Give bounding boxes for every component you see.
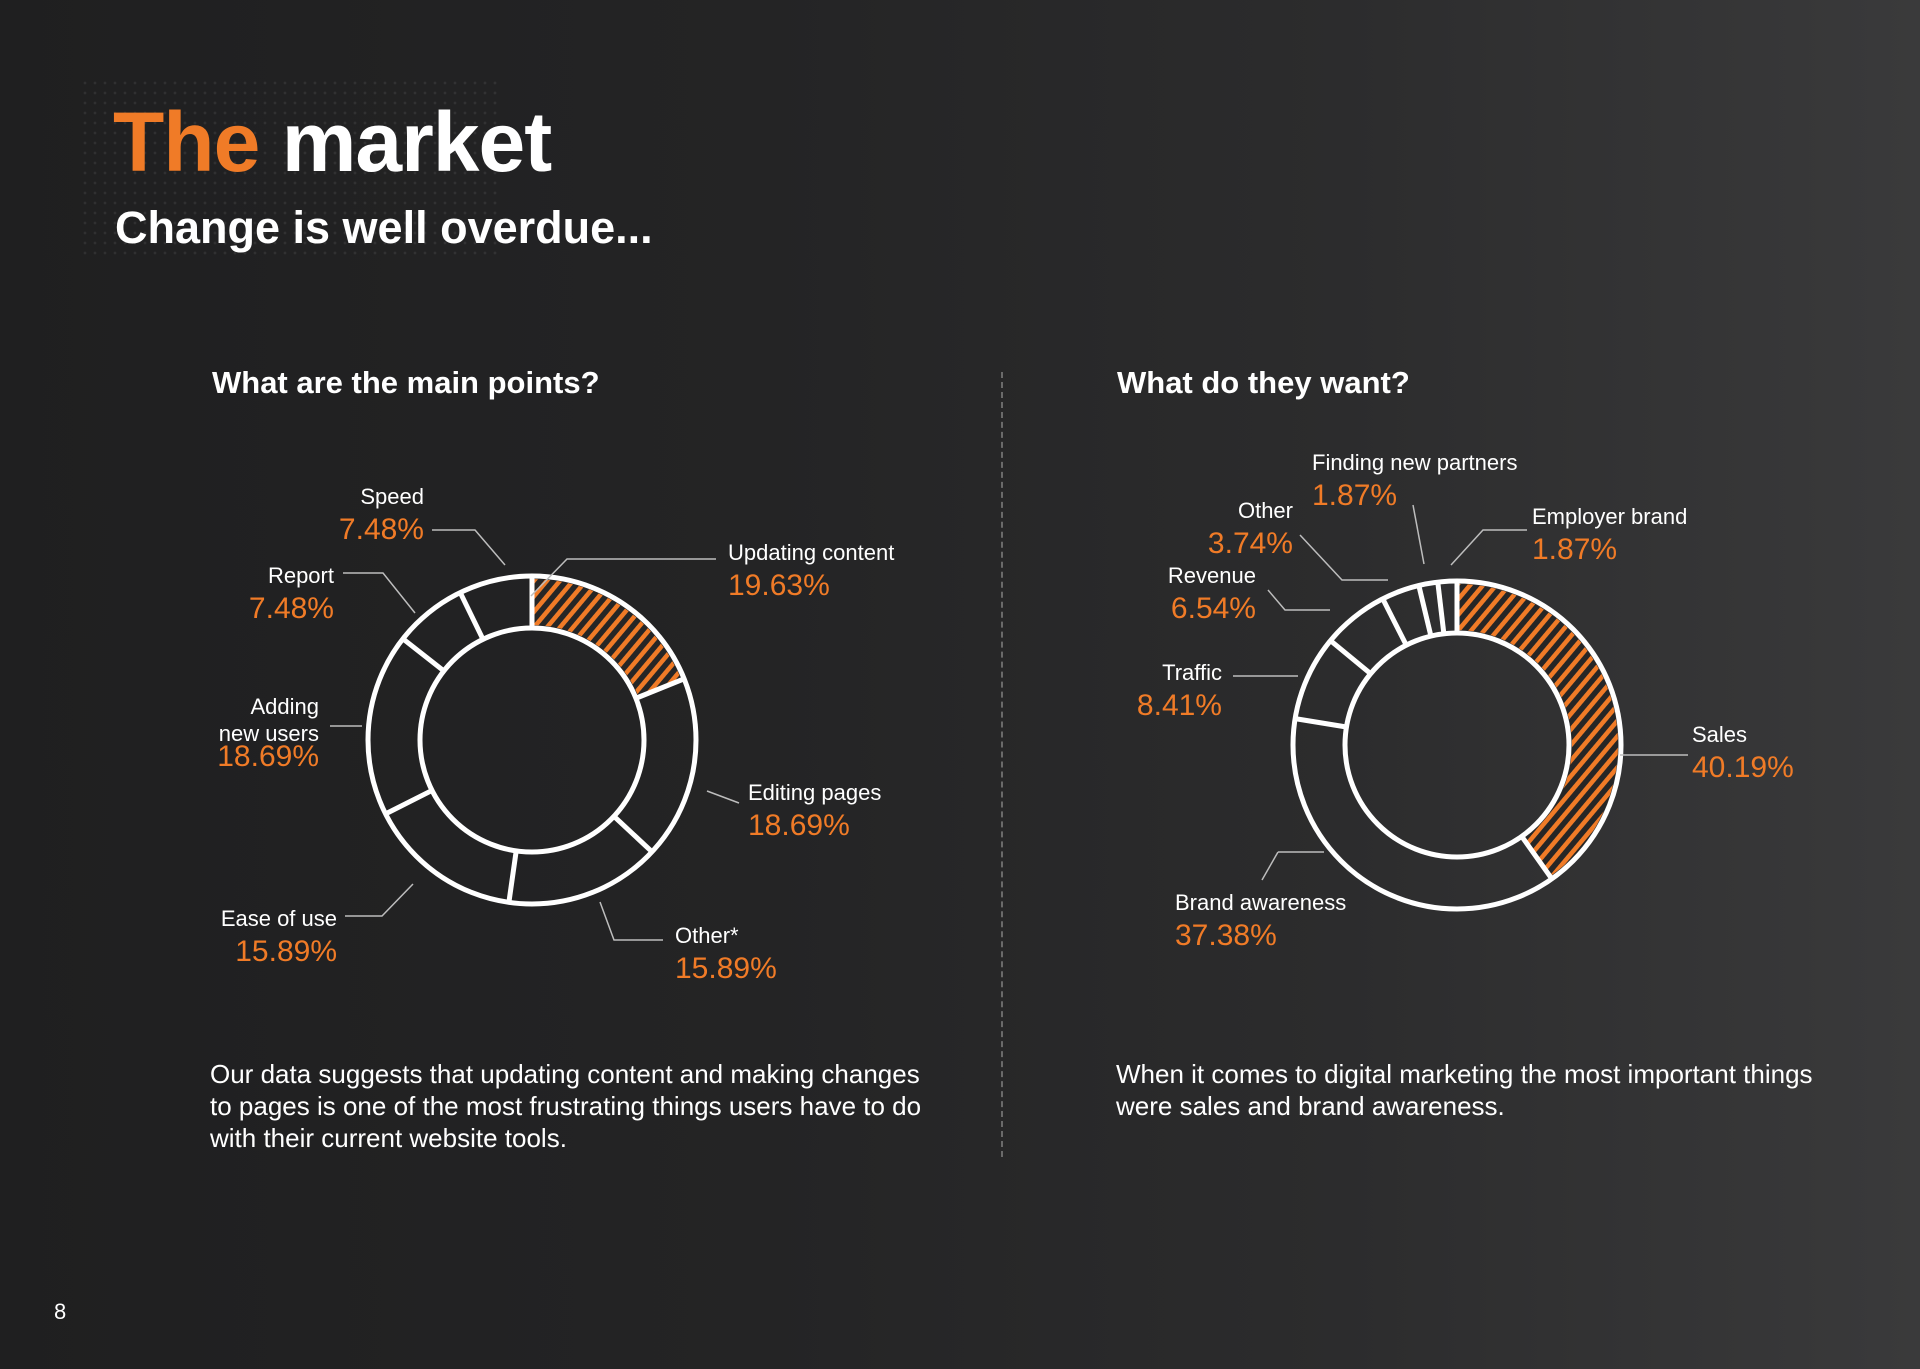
slice-divider-revenue (1328, 638, 1373, 676)
leader-line-speed (432, 529, 506, 566)
label-group-other: Other 3.74% (1208, 498, 1388, 581)
leader-line-other (599, 901, 663, 941)
slice-divider-finding-new-partners (1416, 584, 1434, 637)
slice-label-employer-brand: Employer brand (1532, 504, 1687, 529)
leader-line-employer-brand (1450, 529, 1527, 566)
label-group-ease-of-use: Ease of use 15.89% (221, 883, 414, 968)
slice-label-sales: Sales (1692, 722, 1747, 747)
label-group-updating-content: Updating content 19.63% (530, 540, 894, 602)
slice-divider-traffic (1294, 716, 1347, 730)
slice-label-speed: Speed (360, 484, 424, 509)
donut-inner-ring (1342, 630, 1572, 860)
slice-value-other: 15.89% (675, 952, 777, 985)
slice-label-report: Report (268, 563, 334, 588)
slice-label-revenue: Revenue (1168, 563, 1256, 588)
slice-value-updating-content: 19.63% (728, 569, 830, 602)
slice-divider-adding-new-users (384, 788, 434, 817)
slice-divider-report (401, 636, 446, 673)
label-group-speed: Speed 7.48% (339, 484, 506, 566)
donut-inner-ring (417, 625, 647, 855)
slice-label-line: Adding (250, 694, 319, 719)
slice-divider-speed (457, 591, 486, 641)
dot-pattern-decoration (80, 78, 500, 258)
slice-label-adding-new-users: Adding new users (219, 694, 319, 746)
donut-chart-wants: Sales 40.19% Brand awareness 37.38% Traffic 8… (1137, 450, 1794, 952)
page-title-accent: The (113, 95, 260, 189)
slice-value-traffic: 8.41% (1137, 689, 1222, 722)
slice-value-editing-pages: 18.69% (748, 809, 850, 842)
donut-chart-main-points: Updating content 19.63% Editing pages 18.69… (217, 484, 894, 985)
leader-line-other (1299, 534, 1388, 581)
slice-value-revenue: 6.54% (1171, 592, 1256, 625)
slice-value-report: 7.48% (249, 592, 334, 625)
leader-line-finding-new-partners (1412, 504, 1425, 565)
slice-value-brand-awareness: 37.38% (1175, 919, 1277, 952)
slice-label-other: Other (1238, 498, 1293, 523)
slice-divider-editing-pages (634, 676, 686, 701)
label-group-report: Report 7.48% (249, 563, 416, 625)
slice-divider-ease-of-use (506, 850, 519, 903)
slice-value-employer-brand: 1.87% (1532, 533, 1617, 566)
label-group-finding-new-partners: Finding new partners 1.87% (1312, 450, 1517, 565)
right-chart-description: When it comes to digital marketing the m… (1116, 1059, 1813, 1121)
leader-line-editing-pages (706, 790, 740, 804)
slice-label-updating-content: Updating content (728, 540, 894, 565)
label-group-traffic: Traffic 8.41% (1137, 660, 1298, 722)
leader-line-revenue (1267, 589, 1330, 611)
left-chart-description: Our data suggests that updating content … (210, 1059, 922, 1153)
leader-line-brand-awareness-tail (1261, 851, 1279, 881)
slice-value-speed: 7.48% (339, 513, 424, 546)
page-number: 8 (54, 1299, 67, 1324)
column-divider (1001, 372, 1003, 1157)
label-group-brand-awareness: Brand awareness 37.38% (1175, 851, 1346, 952)
label-group-sales: Sales 40.19% (1620, 722, 1794, 784)
leader-line-ease-of-use (345, 883, 414, 917)
label-group-revenue: Revenue 6.54% (1168, 563, 1330, 625)
slice-sales (1457, 584, 1619, 877)
slice-label-ease-of-use: Ease of use (221, 906, 337, 931)
left-chart-heading: What are the main points? (212, 365, 600, 400)
slice-label-editing-pages: Editing pages (748, 780, 881, 805)
label-group-editing-pages: Editing pages 18.69% (706, 780, 881, 842)
slice-divider-employer-brand (1435, 581, 1447, 635)
right-chart-heading: What do they want? (1117, 365, 1410, 400)
slice-label-traffic: Traffic (1162, 660, 1222, 685)
slice-divider-other (1380, 597, 1409, 647)
slice-divider-brand-awareness (1519, 834, 1554, 881)
slice-value-sales: 40.19% (1692, 751, 1794, 784)
slice-divider-other (612, 814, 654, 854)
leader-line-updating-content (530, 558, 716, 597)
page-title: The market (113, 100, 552, 184)
slice-label-other: Other* (675, 923, 739, 948)
page-title-main: market (281, 95, 553, 189)
slice-label-line: new users (219, 721, 319, 746)
slice-value-other: 3.74% (1208, 527, 1293, 560)
slice-label-brand-awareness: Brand awareness (1175, 890, 1346, 915)
slice-label-finding-new-partners: Finding new partners (1312, 450, 1517, 475)
leader-line-report (343, 572, 416, 614)
slice-value-finding-new-partners: 1.87% (1312, 479, 1397, 512)
slice-value-adding-new-users: 18.69% (217, 740, 319, 773)
label-group-other: Other* 15.89% (599, 901, 777, 985)
page-subtitle: Change is well overdue... (115, 202, 653, 253)
slice-updating-content (532, 579, 682, 698)
slice-value-ease-of-use: 15.89% (235, 935, 337, 968)
label-group-employer-brand: Employer brand 1.87% (1450, 504, 1687, 566)
